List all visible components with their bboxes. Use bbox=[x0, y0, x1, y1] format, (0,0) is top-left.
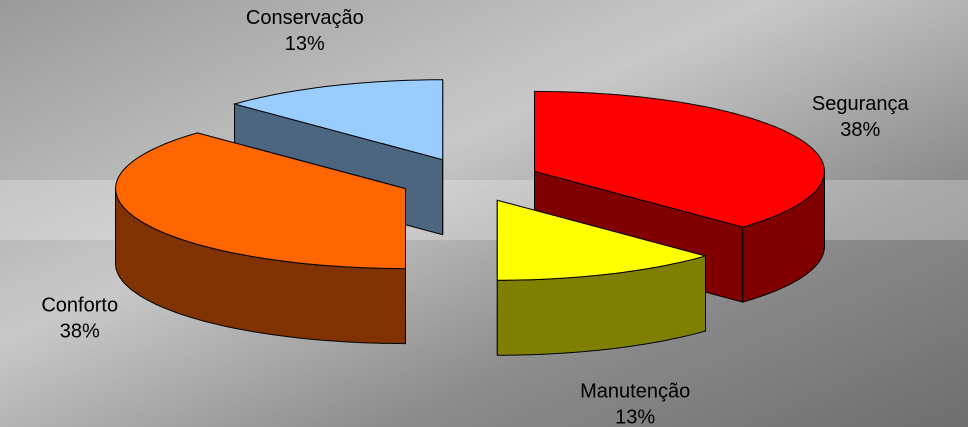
slice-top bbox=[114, 132, 406, 270]
slice-value-label: 38% bbox=[60, 320, 100, 342]
slice-label: Segurança bbox=[812, 93, 910, 115]
slice-value-label: 38% bbox=[840, 119, 880, 141]
slice-value-label: 13% bbox=[285, 33, 325, 55]
slice-label: Conforto bbox=[41, 294, 118, 316]
slice bbox=[114, 132, 406, 345]
slice bbox=[496, 199, 708, 356]
slice-value-label: 13% bbox=[615, 406, 655, 427]
slice-top bbox=[534, 90, 826, 228]
plot: Segurança 38% Manutenção 13% Conforto 38% Cons… bbox=[41, 7, 909, 427]
slice-top bbox=[496, 199, 708, 281]
slice-top bbox=[232, 79, 444, 161]
slice-label: Conservação bbox=[246, 7, 364, 29]
slice-label: Manutenção bbox=[580, 380, 690, 402]
